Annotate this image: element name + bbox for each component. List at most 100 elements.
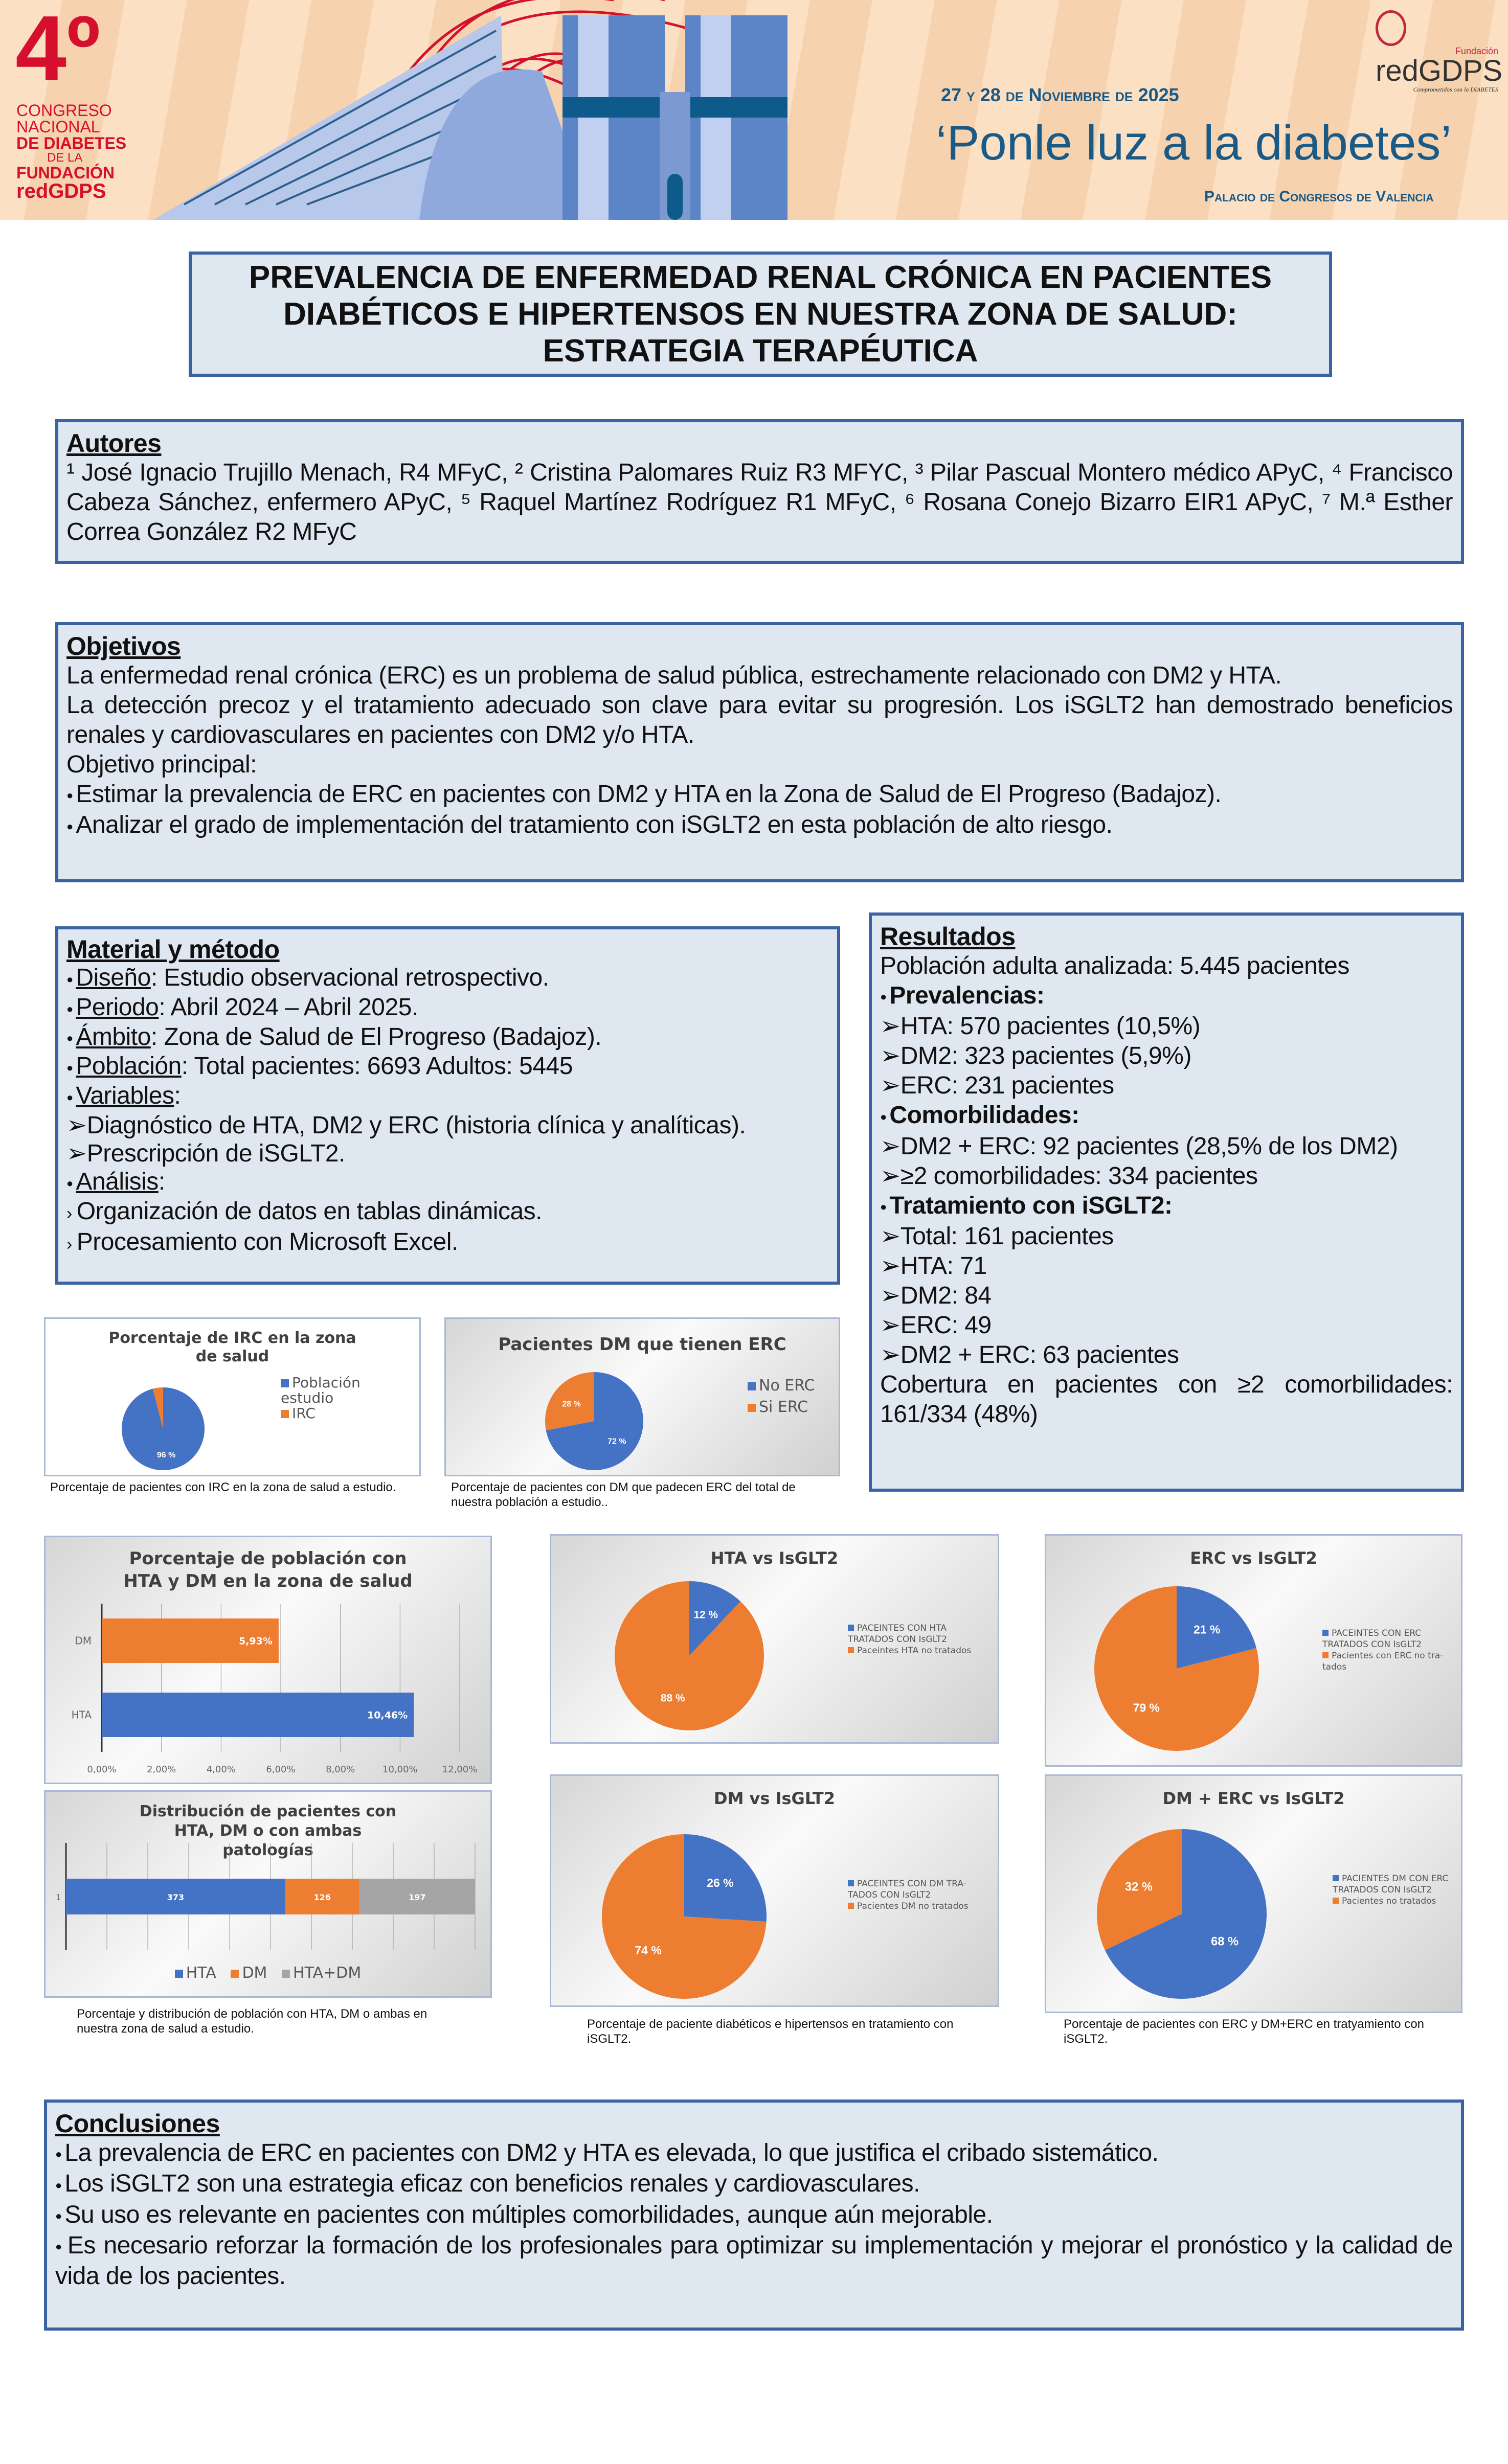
- bar-segment: [66, 1879, 285, 1914]
- pie-slice: [1097, 1829, 1182, 1950]
- legend-swatch: [281, 1379, 289, 1387]
- stacked-bar-chart: 1 373 126 197: [56, 1843, 476, 1950]
- material-metodo-section: Material y método Diseño: Estudio observ…: [55, 926, 840, 1285]
- item-text: : Zona de Salud de El Progreso (Badajoz)…: [150, 1023, 602, 1051]
- chart-irc: Porcentaje de IRC en la zona de salud 96…: [44, 1317, 421, 1476]
- bar-data-label: 10,46%: [367, 1710, 408, 1721]
- chart-caption: Porcentaje de pacientes con ERC y DM+ERC…: [1064, 2017, 1425, 2046]
- chart-dm-erc-isglt2: DM + ERC vs IsGLT2 68 % 32 % PACIENTES DM…: [1045, 1774, 1462, 2013]
- result-item: Total: 161 pacientes: [880, 1222, 1453, 1251]
- prevalencias-heading: Prevalencias:: [880, 981, 1453, 1012]
- pie-slice: [615, 1581, 764, 1730]
- legend-item: Pacientes DM no tratados: [848, 1901, 986, 1912]
- legend-item: Paceintes HTA no tratados: [848, 1645, 986, 1656]
- x-tick-label: 2,00%: [147, 1764, 176, 1775]
- bar: [102, 1618, 279, 1663]
- legend-swatch: [231, 1970, 239, 1978]
- result-item: ERC: 49: [880, 1311, 1453, 1340]
- legend-item: Pacientes con ERC no tra-tados: [1322, 1650, 1455, 1673]
- legend-swatch: [1322, 1630, 1329, 1636]
- pie-data-label: 79 %: [1133, 1701, 1160, 1714]
- x-tick-label: 10,00%: [382, 1764, 418, 1775]
- x-tick-label: 4,00%: [207, 1764, 236, 1775]
- item-text: : Total pacientes: 6693 Adultos: 5445: [181, 1053, 573, 1080]
- legend-item: Si ERC: [748, 1397, 815, 1418]
- legend-label: PACIENTES DM CON ERC TRATADOS CON IsGLT2: [1333, 1874, 1449, 1895]
- material-item: Periodo: Abril 2024 – Abril 2025.: [66, 993, 829, 1023]
- pie-chart: 72 % 28 %: [545, 1372, 643, 1470]
- redgdps-logo: Fundación redGDPS Comprometidos con la D…: [1376, 10, 1502, 93]
- legend-item: HTA+DM: [282, 1964, 361, 1982]
- item-text: :: [158, 1168, 165, 1196]
- legend-label: IRC: [292, 1405, 316, 1422]
- pie-slice: [1094, 1586, 1259, 1751]
- bar-segment: [359, 1879, 475, 1914]
- item-text: : Abril 2024 – Abril 2025.: [159, 993, 418, 1021]
- pie-slice: [546, 1372, 643, 1470]
- legend-item: No ERC: [748, 1375, 815, 1397]
- chart-legend: PACEINTES CON HTA TRATADOS CON IsGLT2 Pa…: [848, 1623, 986, 1656]
- item-label: Variables: [76, 1082, 174, 1110]
- legend-swatch: [1333, 1875, 1339, 1881]
- tratamiento-heading: Tratamiento con iSGLT2:: [880, 1191, 1453, 1222]
- chart-title: DM + ERC vs IsGLT2: [1162, 1789, 1345, 1808]
- pie-slice: [121, 1387, 205, 1470]
- chart-caption: Porcentaje de paciente diabéticos e hipe…: [587, 2017, 954, 2046]
- pie-slice: [152, 1387, 163, 1429]
- chart-title: Porcentaje de población con HTA y DM en …: [123, 1548, 413, 1591]
- item-text: : Estudio observacional retrospectivo.: [150, 964, 549, 991]
- valencia-skyline-illustration: [153, 0, 787, 220]
- chart-caption: Porcentaje y distribución de población c…: [77, 2007, 427, 2036]
- material-item: Diseño: Estudio observacional retrospect…: [66, 964, 829, 993]
- legend-label: DM: [242, 1964, 267, 1982]
- material-item: Población: Total pacientes: 6693 Adultos…: [66, 1052, 829, 1082]
- bar-data-label: 126: [313, 1892, 330, 1902]
- y-category-label: HTA: [72, 1709, 92, 1721]
- objetivos-paragraph: La detección precoz y el tratamiento ade…: [66, 692, 1453, 748]
- pie-chart: 12 % 88 %: [615, 1581, 764, 1730]
- pie-data-label: 68 %: [1211, 1935, 1239, 1948]
- conclusiones-section: Conclusiones La prevalencia de ERC en pa…: [44, 2100, 1464, 2331]
- resultados-intro: Población adulta analizada: 5.445 pacien…: [880, 952, 1349, 979]
- chart-legend: HTA DM HTA+DM: [46, 1966, 490, 1981]
- bar-data-label: 373: [167, 1892, 184, 1902]
- bar: [102, 1693, 414, 1737]
- pie-data-label: 96 %: [157, 1451, 175, 1459]
- pie-data-label: 26 %: [707, 1876, 733, 1889]
- legend-item: DM: [231, 1964, 267, 1982]
- pie-data-label: 32 %: [1125, 1881, 1153, 1894]
- congress-line: DE LA: [47, 151, 83, 165]
- bar-data-label: 197: [409, 1892, 425, 1902]
- autores-heading: Autores: [66, 429, 162, 458]
- objetivo-bullet: Estimar la prevalencia de ERC en pacient…: [66, 780, 1453, 810]
- congress-number: 4º: [15, 0, 100, 100]
- legend-label: PACEINTES CON DM TRA-TADOS CON IsGLT2: [848, 1879, 966, 1900]
- objetivos-section: Objetivos La enfermedad renal crónica (E…: [55, 622, 1464, 882]
- resultados-section: Resultados Población adulta analizada: 5…: [869, 912, 1464, 1492]
- title-box: PREVALENCIA DE ENFERMEDAD RENAL CRÓNICA …: [189, 252, 1332, 377]
- item-text: :: [174, 1082, 181, 1110]
- comorbilidades-heading: Comorbilidades:: [880, 1101, 1453, 1131]
- chart-legend: Población estudio IRC: [281, 1375, 409, 1421]
- chart-legend: PACEINTES CON ERC TRATADOS CON IsGLT2 Pa…: [1322, 1628, 1455, 1673]
- result-item: DM2 + ERC: 92 pacientes (28,5% de los DM…: [880, 1132, 1453, 1161]
- legend-item: PACEINTES CON HTA TRATADOS CON IsGLT2: [848, 1623, 986, 1645]
- pie-data-label: 88 %: [661, 1692, 685, 1704]
- chart-title: Pacientes DM que tienen ERC: [498, 1334, 786, 1355]
- legend-label: HTA: [186, 1964, 216, 1982]
- chart-erc-isglt2: ERC vs IsGLT2 21 % 79 % PACEINTES CON ERC…: [1045, 1534, 1462, 1767]
- conclusion-bullet: La prevalencia de ERC en pacientes con D…: [55, 2138, 1453, 2169]
- pie-slice: [1105, 1829, 1267, 1999]
- pie-slice: [684, 1834, 767, 1922]
- chart-caption: Porcentaje de pacientes con IRC en la zo…: [50, 1480, 396, 1494]
- pie-data-label: 21 %: [1194, 1623, 1220, 1636]
- conclusion-bullet: Es necesario reforzar la formación de lo…: [55, 2231, 1453, 2291]
- result-item: DM2 + ERC: 63 pacientes: [880, 1340, 1453, 1370]
- chart-hta-isglt2: HTA vs IsGLT2 12 % 88 % PACEINTES CON HTA…: [550, 1534, 999, 1744]
- legend-swatch: [281, 1410, 289, 1418]
- congress-name: CONGRESO NACIONAL DE DIABETES DE LA FUND…: [16, 102, 134, 201]
- congress-banner: 4º CONGRESO NACIONAL DE DIABETES DE LA F…: [0, 0, 1508, 220]
- pie-slice: [1177, 1586, 1256, 1669]
- congress-line: CONGRESO: [16, 101, 112, 120]
- chart-title: Distribución de pacientes con HTA, DM o …: [139, 1803, 397, 1859]
